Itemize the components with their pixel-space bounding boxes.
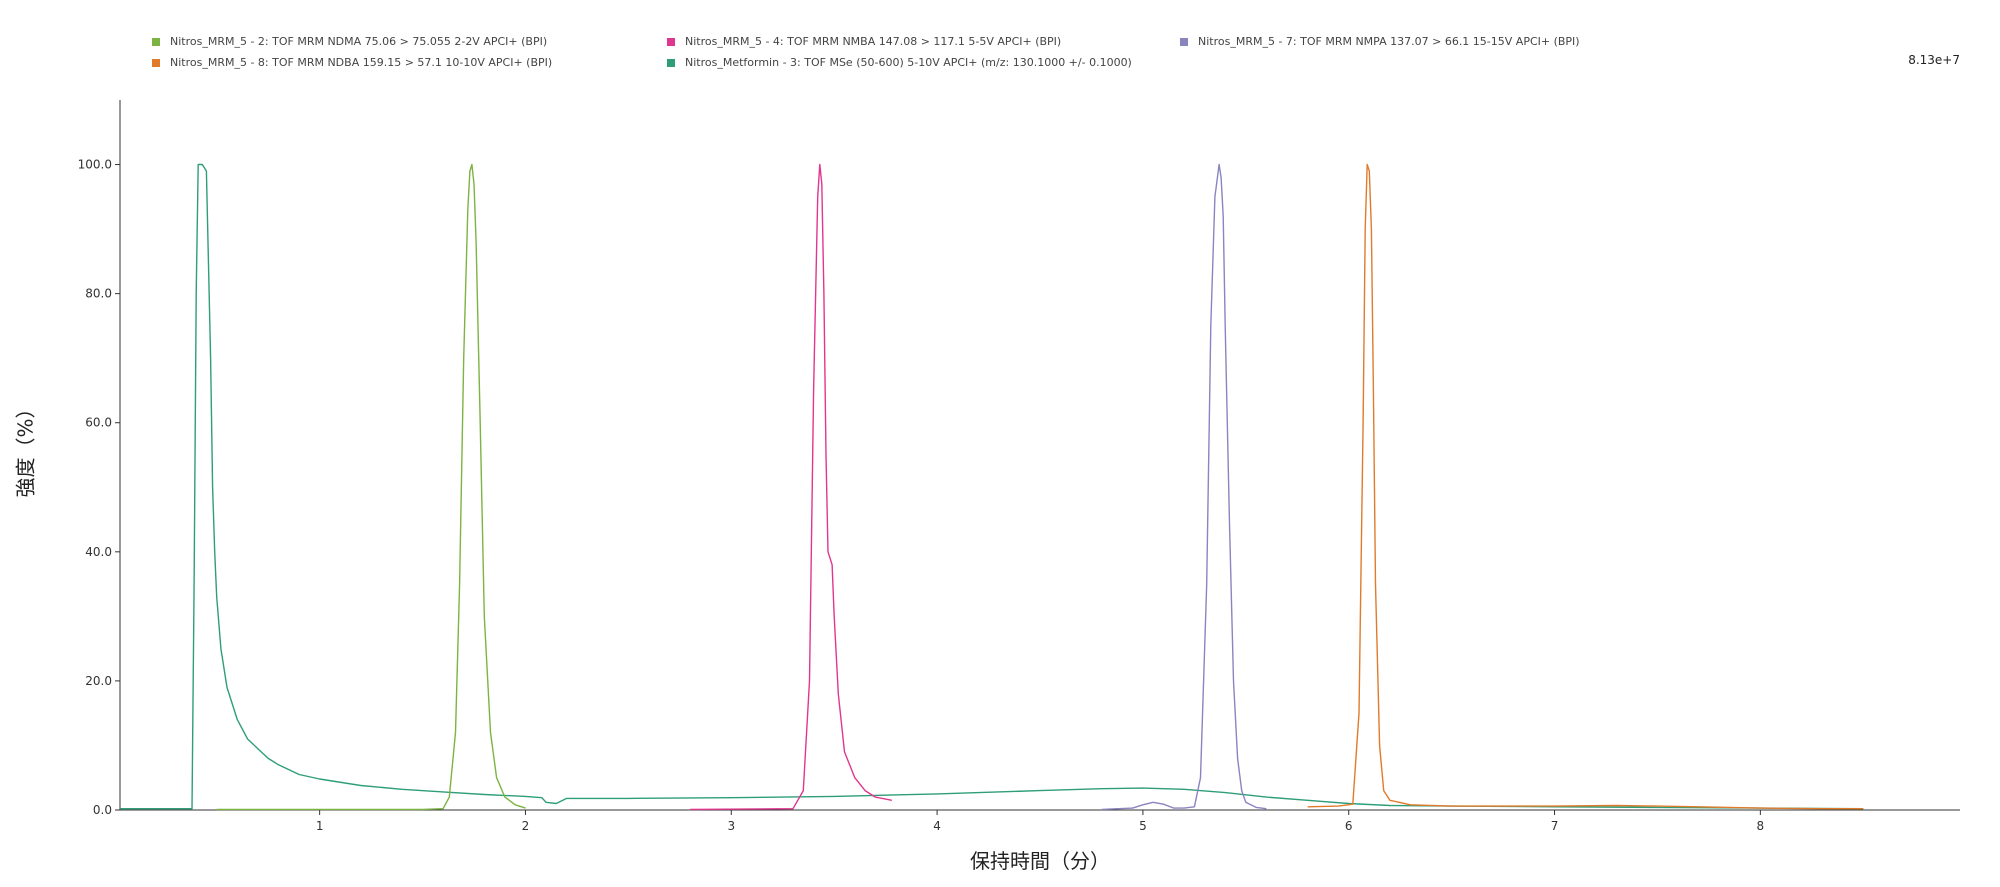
x-tick-label: 6 bbox=[1345, 819, 1353, 833]
series-line-2 bbox=[690, 163, 892, 811]
legend-item-nmba[interactable]: Nitros_MRM_5 - 4: TOF MRM NMBA 147.08 > … bbox=[667, 35, 1061, 48]
x-axis-title: 保持時間（分） bbox=[970, 849, 1110, 873]
x-tick-label: 7 bbox=[1551, 819, 1559, 833]
y-tick-label: 0.0 bbox=[93, 803, 112, 817]
legend-item-ndma[interactable]: Nitros_MRM_5 - 2: TOF MRM NDMA 75.06 > 7… bbox=[152, 35, 547, 48]
y-tick-label: 40.0 bbox=[85, 545, 112, 559]
legend-swatch bbox=[667, 37, 675, 46]
legend-swatch bbox=[1180, 37, 1188, 46]
x-tick-label: 8 bbox=[1757, 819, 1765, 833]
series-line-0 bbox=[120, 163, 1864, 810]
legend-item-nmpa[interactable]: Nitros_MRM_5 - 7: TOF MRM NMPA 137.07 > … bbox=[1180, 35, 1580, 48]
series-line-3 bbox=[1101, 163, 1267, 811]
x-tick-label: 2 bbox=[522, 819, 530, 833]
x-tick-label: 5 bbox=[1139, 819, 1147, 833]
legend-swatch bbox=[152, 37, 160, 46]
legend-label: Nitros_MRM_5 - 8: TOF MRM NDBA 159.15 > … bbox=[170, 56, 553, 69]
legend-item-metformin[interactable]: Nitros_Metformin - 3: TOF MSe (50-600) 5… bbox=[667, 56, 1132, 69]
legend-swatch bbox=[152, 58, 160, 67]
x-tick-label: 3 bbox=[727, 819, 735, 833]
legend-label: Nitros_MRM_5 - 4: TOF MRM NMBA 147.08 > … bbox=[685, 35, 1062, 48]
x-tick-label: 4 bbox=[933, 819, 941, 833]
axes bbox=[119, 100, 1960, 811]
legend-label: Nitros_MRM_5 - 2: TOF MRM NDMA 75.06 > 7… bbox=[170, 35, 548, 48]
y-tick-label: 80.0 bbox=[85, 287, 112, 301]
legend-label: Nitros_Metformin - 3: TOF MSe (50-600) 5… bbox=[685, 56, 1132, 69]
series-line-4 bbox=[1307, 163, 1864, 810]
legend-label: Nitros_MRM_5 - 7: TOF MRM NMPA 137.07 > … bbox=[1198, 35, 1580, 48]
chart-legend: Nitros_MRM_5 - 2: TOF MRM NDMA 75.06 > 7… bbox=[0, 0, 2000, 80]
y-tick-label: 60.0 bbox=[85, 416, 112, 430]
x-tick-label: 1 bbox=[316, 819, 324, 833]
y-tick-label: 20.0 bbox=[85, 674, 112, 688]
legend-swatch bbox=[667, 58, 675, 67]
legend-item-ndba[interactable]: Nitros_MRM_5 - 8: TOF MRM NDBA 159.15 > … bbox=[152, 56, 552, 69]
intensity-scale-label: 8.13e+7 bbox=[1908, 53, 1960, 67]
y-axis-title: 強度（%） bbox=[13, 398, 38, 498]
series-layer bbox=[120, 163, 1864, 811]
series-line-1 bbox=[216, 163, 526, 811]
y-tick-label: 100.0 bbox=[78, 158, 112, 172]
